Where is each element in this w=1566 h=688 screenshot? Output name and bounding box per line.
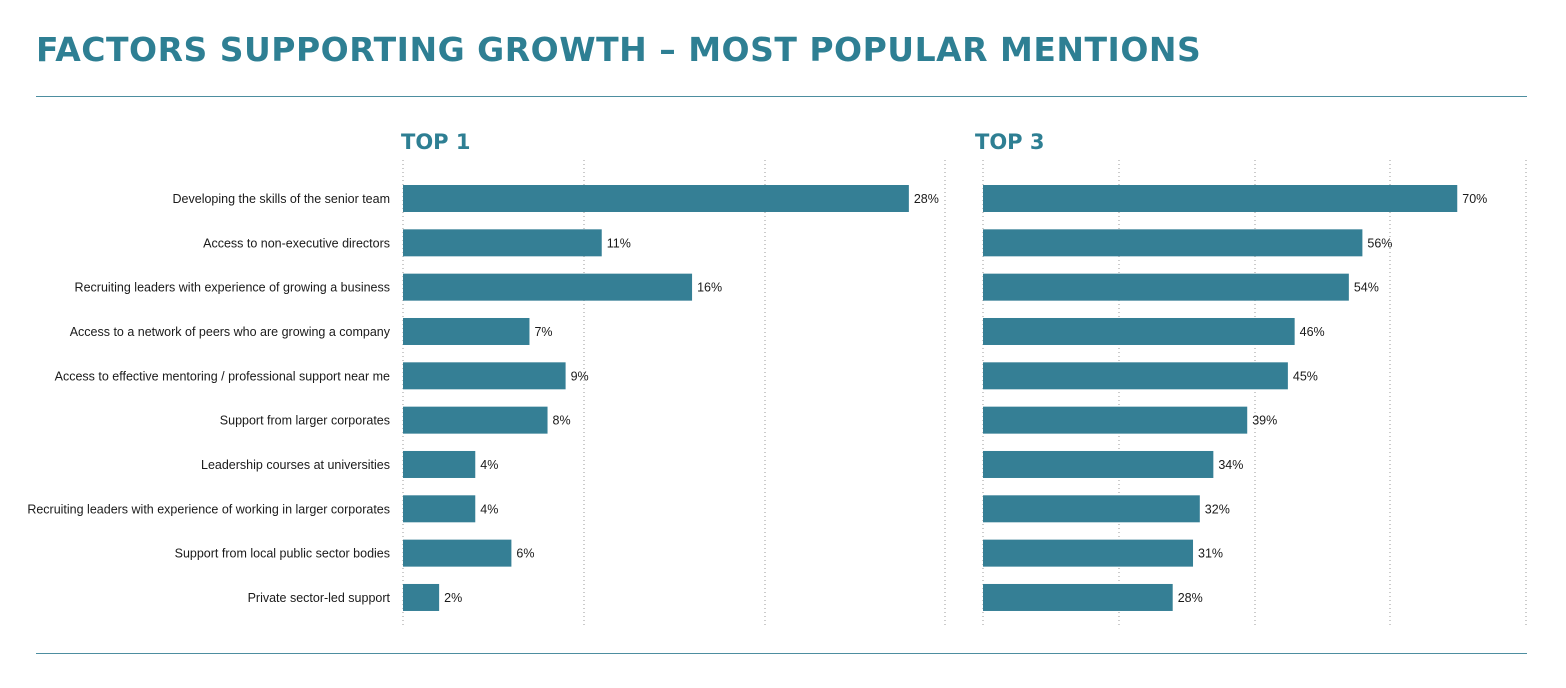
top1-value-label-1: 11% [607,236,631,250]
top1-bar-4 [403,362,566,390]
top-divider [36,96,1527,97]
top3-bar-7 [983,495,1200,523]
category-label-7: Recruiting leaders with experience of wo… [27,502,390,516]
top1-bar-2 [403,273,693,301]
top3-bar-8 [983,539,1194,567]
top3-bar-5 [983,406,1248,434]
top1-value-label-9: 2% [444,591,462,605]
top3-bar-3 [983,317,1295,345]
category-label-9: Private sector-led support [248,591,391,605]
category-label-3: Access to a network of peers who are gro… [70,325,391,339]
top1-bar-9 [403,583,440,611]
top1-panel-title: TOP 1 [401,130,471,154]
top3-value-label-4: 45% [1293,369,1318,383]
top3-value-label-6: 34% [1218,458,1243,472]
category-label-1: Access to non-executive directors [203,236,390,250]
top1-value-label-2: 16% [697,281,722,295]
category-label-8: Support from local public sector bodies [175,547,390,561]
category-label-6: Leadership courses at universities [201,458,390,472]
top1-value-label-3: 7% [534,325,552,339]
top1-value-label-8: 6% [516,547,534,561]
top1-bar-7 [403,495,476,523]
top3-value-label-7: 32% [1205,502,1230,516]
top3-bar-1 [983,229,1363,257]
top1-bar-1 [403,229,602,257]
top3-value-label-2: 54% [1354,281,1379,295]
top1-bar-8 [403,539,512,567]
top3-bar-4 [983,362,1288,390]
top1-value-label-4: 9% [571,369,589,383]
top1-bar-5 [403,406,548,434]
top3-value-label-5: 39% [1252,414,1277,428]
top1-value-label-7: 4% [480,502,498,516]
top3-bar-0 [983,185,1458,212]
bottom-divider [36,653,1527,654]
category-label-4: Access to effective mentoring / professi… [55,369,390,383]
top3-value-label-8: 31% [1198,547,1223,561]
top1-value-label-5: 8% [553,414,571,428]
top3-bar-2 [983,273,1349,301]
top3-value-label-1: 56% [1367,236,1392,250]
top3-panel-title: TOP 3 [975,130,1045,154]
top1-value-label-0: 28% [914,192,939,206]
top1-value-label-6: 4% [480,458,498,472]
top3-value-label-9: 28% [1178,591,1203,605]
page-title: FACTORS SUPPORTING GROWTH – MOST POPULAR… [36,30,1202,69]
top3-bar-9 [983,583,1173,611]
top1-bar-6 [403,450,476,478]
top1-bar-0 [403,185,909,212]
top1-bar-3 [403,317,530,345]
top3-bar-6 [983,450,1214,478]
top3-value-label-3: 46% [1300,325,1325,339]
category-label-2: Recruiting leaders with experience of gr… [75,281,390,295]
category-label-0: Developing the skills of the senior team [173,192,390,206]
category-label-5: Support from larger corporates [220,414,390,428]
top3-value-label-0: 70% [1462,192,1487,206]
